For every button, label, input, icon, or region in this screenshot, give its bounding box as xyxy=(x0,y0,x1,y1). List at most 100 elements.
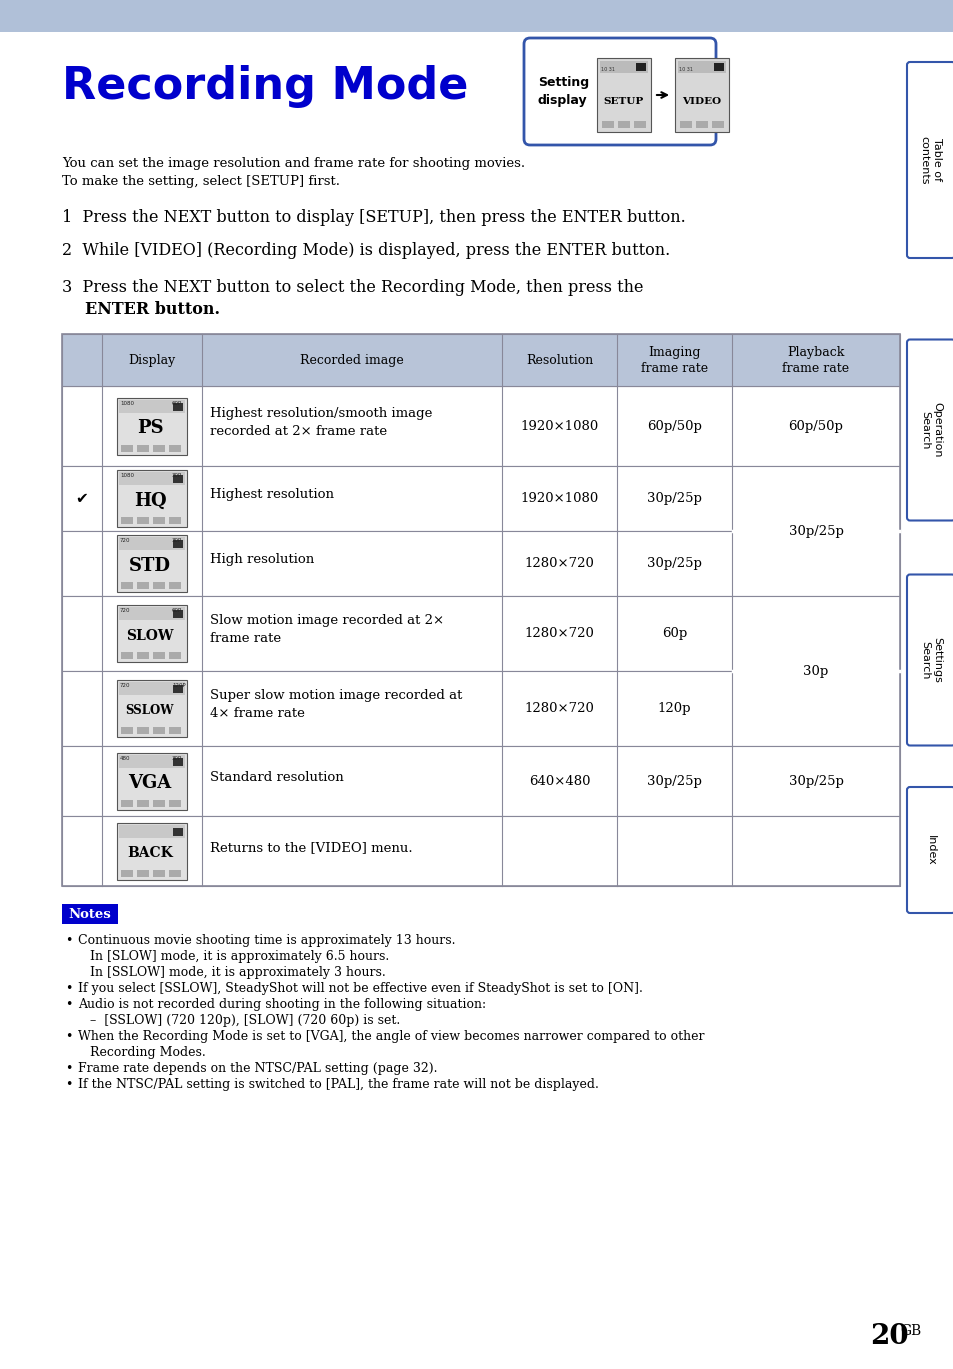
Text: 30P: 30P xyxy=(172,538,182,543)
Text: ENTER button.: ENTER button. xyxy=(85,301,220,319)
Bar xyxy=(121,445,132,452)
Bar xyxy=(152,517,165,524)
FancyBboxPatch shape xyxy=(675,57,728,131)
Text: Setting
display: Setting display xyxy=(537,77,589,107)
Bar xyxy=(678,62,725,73)
Bar xyxy=(121,869,132,878)
Text: To make the setting, select [SETUP] first.: To make the setting, select [SETUP] firs… xyxy=(62,175,339,188)
Bar xyxy=(121,799,132,806)
Bar xyxy=(137,869,149,878)
Text: ✔: ✔ xyxy=(75,491,89,507)
Bar xyxy=(137,517,149,524)
Text: 60p/50p: 60p/50p xyxy=(646,420,701,433)
Text: When the Recording Mode is set to [VGA], the angle of view becomes narrower comp: When the Recording Mode is set to [VGA],… xyxy=(78,1031,703,1043)
Bar xyxy=(62,467,899,531)
Text: Recording Modes.: Recording Modes. xyxy=(90,1046,206,1060)
Text: 640×480: 640×480 xyxy=(528,775,590,789)
Text: •: • xyxy=(65,983,72,995)
Bar xyxy=(137,727,149,734)
Text: 720: 720 xyxy=(120,608,131,613)
Bar xyxy=(679,120,691,127)
Bar xyxy=(152,445,165,452)
Bar xyxy=(172,541,183,549)
Text: Table of
contents: Table of contents xyxy=(919,136,942,185)
Text: HQ: HQ xyxy=(133,491,166,509)
Text: Index: Index xyxy=(925,835,935,865)
FancyBboxPatch shape xyxy=(906,575,953,746)
Bar xyxy=(169,727,181,734)
Text: 120P: 120P xyxy=(172,683,186,689)
FancyBboxPatch shape xyxy=(906,340,953,520)
Bar xyxy=(137,582,149,590)
Text: STD: STD xyxy=(129,557,171,575)
FancyBboxPatch shape xyxy=(906,787,953,913)
Bar xyxy=(62,334,899,886)
Text: In [SSLOW] mode, it is approximately 3 hours.: In [SSLOW] mode, it is approximately 3 h… xyxy=(90,967,385,979)
Text: Frame rate depends on the NTSC/PAL setting (page 32).: Frame rate depends on the NTSC/PAL setti… xyxy=(78,1062,437,1076)
FancyBboxPatch shape xyxy=(117,680,187,738)
Text: SSLOW: SSLOW xyxy=(126,705,174,717)
Text: 10 31: 10 31 xyxy=(679,67,692,73)
Text: Display: Display xyxy=(129,355,175,367)
Text: 2  While [VIDEO] (Recording Mode) is displayed, press the ENTER button.: 2 While [VIDEO] (Recording Mode) is disp… xyxy=(62,242,670,259)
Bar xyxy=(172,828,183,836)
Text: 60P: 60P xyxy=(172,401,182,405)
Bar xyxy=(62,531,899,597)
Text: 30p/25p: 30p/25p xyxy=(788,775,842,789)
Bar xyxy=(119,754,185,768)
Text: Resolution: Resolution xyxy=(525,355,593,367)
Text: Notes: Notes xyxy=(69,908,112,921)
Text: 10 31: 10 31 xyxy=(600,67,615,73)
Text: 3  Press the NEXT button to select the Recording Mode, then press the: 3 Press the NEXT button to select the Re… xyxy=(62,279,643,297)
Bar xyxy=(152,799,165,806)
Text: Highest resolution/smooth image
recorded at 2× frame rate: Highest resolution/smooth image recorded… xyxy=(210,407,432,438)
Text: 720: 720 xyxy=(120,538,131,543)
Bar xyxy=(0,0,953,31)
Bar xyxy=(711,120,723,127)
Text: You can set the image resolution and frame rate for shooting movies.: You can set the image resolution and fra… xyxy=(62,157,524,170)
Text: •: • xyxy=(65,935,72,947)
Text: 30P: 30P xyxy=(172,474,182,478)
Text: 1280×720: 1280×720 xyxy=(524,557,594,571)
FancyBboxPatch shape xyxy=(523,38,716,145)
FancyBboxPatch shape xyxy=(117,535,187,593)
Bar xyxy=(119,400,185,413)
Text: 60P: 60P xyxy=(172,608,182,613)
Bar xyxy=(62,597,899,671)
Bar xyxy=(119,472,185,486)
Text: 1920×1080: 1920×1080 xyxy=(519,420,598,433)
Bar xyxy=(137,445,149,452)
Text: High resolution: High resolution xyxy=(210,553,314,567)
Text: Audio is not recorded during shooting in the following situation:: Audio is not recorded during shooting in… xyxy=(78,998,486,1012)
Bar xyxy=(599,62,647,73)
Text: Super slow motion image recorded at
4× frame rate: Super slow motion image recorded at 4× f… xyxy=(210,690,462,720)
Bar xyxy=(169,799,181,806)
Text: 1280×720: 1280×720 xyxy=(524,627,594,641)
Text: Standard resolution: Standard resolution xyxy=(210,771,343,784)
Bar xyxy=(62,334,899,386)
Bar xyxy=(169,445,181,452)
Text: 30p/25p: 30p/25p xyxy=(646,775,701,789)
Text: •: • xyxy=(65,1079,72,1091)
Bar xyxy=(169,582,181,590)
Bar xyxy=(696,120,707,127)
FancyBboxPatch shape xyxy=(117,823,187,880)
Bar xyxy=(169,653,181,660)
Text: 30P: 30P xyxy=(172,756,182,761)
Text: PS: PS xyxy=(136,419,163,438)
Bar xyxy=(172,686,183,694)
Bar xyxy=(119,608,185,620)
Text: Slow motion image recorded at 2×
frame rate: Slow motion image recorded at 2× frame r… xyxy=(210,615,444,645)
Bar xyxy=(121,582,132,590)
Text: Continuous movie shooting time is approximately 13 hours.: Continuous movie shooting time is approx… xyxy=(78,935,455,947)
Text: 1280×720: 1280×720 xyxy=(524,702,594,716)
FancyBboxPatch shape xyxy=(117,398,187,455)
Bar xyxy=(634,120,645,127)
Text: Recorded image: Recorded image xyxy=(300,355,403,367)
Text: 30p: 30p xyxy=(802,665,828,678)
Bar xyxy=(172,611,183,619)
Bar xyxy=(152,727,165,734)
Text: SETUP: SETUP xyxy=(603,96,643,105)
Text: 60p/50p: 60p/50p xyxy=(788,420,842,433)
Bar xyxy=(169,869,181,878)
